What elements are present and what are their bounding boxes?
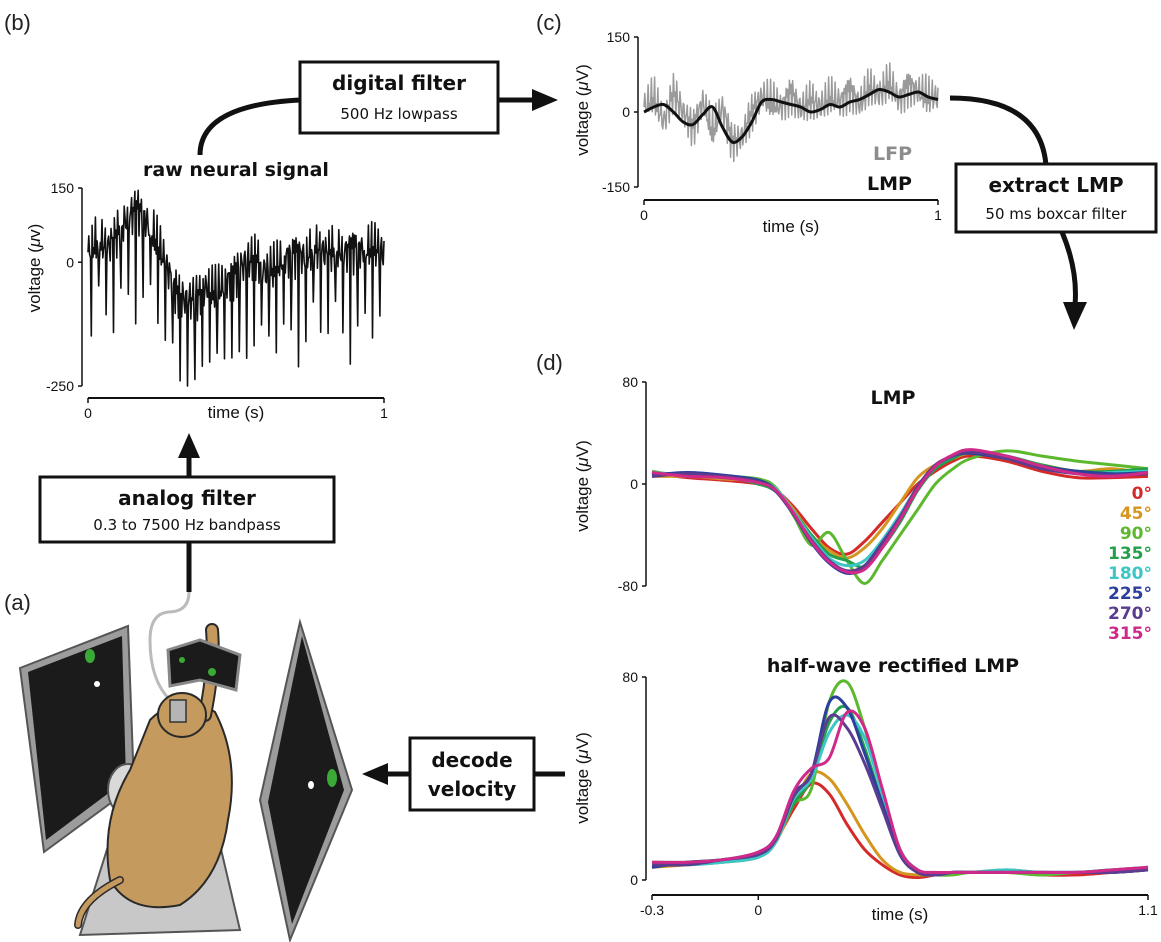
filtered-y-label: voltage (μV) (573, 64, 592, 156)
legend-entry: 315° (1108, 624, 1152, 644)
digital-filter-title: digital filter (332, 71, 466, 95)
arrow-extract-to-d (1062, 232, 1075, 305)
hwr-x-tick-label: 1.1 (1138, 902, 1158, 918)
raw-y-tick-label: 0 (66, 254, 74, 270)
right-screen-cursor-icon (308, 781, 314, 789)
extract-lmp-title: extract LMP (988, 173, 1123, 197)
experiment-illustration (20, 592, 352, 940)
arrow-head-to-d (1063, 302, 1087, 330)
raw-series-line (88, 190, 384, 386)
filtered-x-tick-label: 0 (640, 207, 648, 223)
left-screen-cursor-icon (94, 681, 100, 687)
legend-entry: 0° (1132, 484, 1152, 504)
head-implant (170, 700, 186, 722)
analog-filter-title: analog filter (118, 486, 256, 510)
head-screen-target2-icon (208, 668, 216, 676)
hwr-y-tick-label: 80 (622, 669, 638, 685)
hwr-y-label: voltage (μV) (573, 732, 592, 824)
hwr-x-tick-label: 0 (754, 902, 762, 918)
legend-entry: 90° (1120, 524, 1152, 544)
decode-velocity-line1: decode (431, 748, 512, 772)
hwr-x-tick-label: -0.3 (640, 902, 664, 918)
decode-velocity-line2: velocity (428, 777, 517, 801)
lmp-series-line-180 (652, 451, 1148, 566)
legend-entry: 135° (1108, 544, 1152, 564)
panel-letter-b: (b) (4, 10, 31, 35)
legend-entry: 270° (1108, 604, 1152, 624)
hwr-plot-title: half-wave rectified LMP (767, 655, 1019, 677)
hwr-x-label: time (s) (872, 905, 929, 924)
hwr-series-line-315 (652, 711, 1148, 873)
arrow-raw-to-digital (200, 100, 300, 155)
filtered-x-label: time (s) (763, 217, 820, 236)
raw-y-tick-label: 150 (51, 180, 75, 196)
lmp-y-tick-label: -80 (618, 578, 638, 594)
direction-legend: 0°45°90°135°180°225°270°315° (1108, 484, 1152, 644)
left-screen-target-icon (85, 649, 95, 663)
lmp-plot: 80 0 -80 voltage (μV) (573, 374, 1148, 594)
raw-signal-plot: 150 0 -250 voltage (μv) 0 1 time (s) (25, 180, 388, 422)
filtered-y-tick-label: 0 (622, 104, 630, 120)
head-screen (168, 640, 240, 690)
raw-y-tick-label: -250 (46, 378, 74, 394)
legend-entry: 225° (1108, 584, 1152, 604)
panel-letter-c: (c) (536, 10, 562, 35)
raw-y-label: voltage (μv) (25, 224, 44, 313)
lmp-series-line-45 (652, 453, 1148, 558)
lmp-plot-title: LMP (871, 387, 916, 409)
hwr-y-tick-label: 0 (630, 872, 638, 888)
legend-lfp: LFP (873, 143, 912, 165)
legend-lmp: LMP (867, 173, 912, 195)
legend-entry: 45° (1120, 504, 1152, 524)
raw-x-tick-label: 0 (84, 405, 92, 421)
filtered-y-tick-label: 150 (607, 29, 631, 45)
arrow-head-to-raw (178, 433, 200, 458)
legend-entry: 180° (1108, 564, 1152, 584)
analog-filter-subtitle: 0.3 to 7500 Hz bandpass (93, 516, 281, 534)
lmp-y-tick-label: 0 (630, 476, 638, 492)
lmp-series-line-315 (652, 450, 1148, 573)
filtered-x-tick-label: 1 (934, 207, 942, 223)
digital-filter-subtitle: 500 Hz lowpass (340, 105, 457, 123)
raw-x-tick-label: 1 (380, 405, 388, 421)
panel-letter-a: (a) (4, 590, 31, 615)
filtered-y-tick-label: -150 (602, 179, 630, 195)
arrow-head-to-lfp (532, 89, 558, 111)
raw-x-label: time (s) (208, 403, 265, 422)
lfp-lmp-plot: 150 0 -150 voltage (μV) 0 1 time (s) (573, 29, 942, 236)
arrow-lmp-to-extract (950, 98, 1046, 165)
lmp-y-label: voltage (μV) (573, 440, 592, 532)
lmp-y-tick-label: 80 (622, 374, 638, 390)
arrow-head-to-screen (362, 763, 388, 785)
panel-letter-d: (d) (536, 350, 563, 375)
head-screen-target-icon (179, 657, 185, 663)
right-screen-target-icon (327, 769, 337, 787)
lmp-series-line-135 (652, 452, 1148, 567)
extract-lmp-subtitle: 50 ms boxcar filter (985, 205, 1127, 223)
raw-plot-title: raw neural signal (143, 159, 329, 181)
